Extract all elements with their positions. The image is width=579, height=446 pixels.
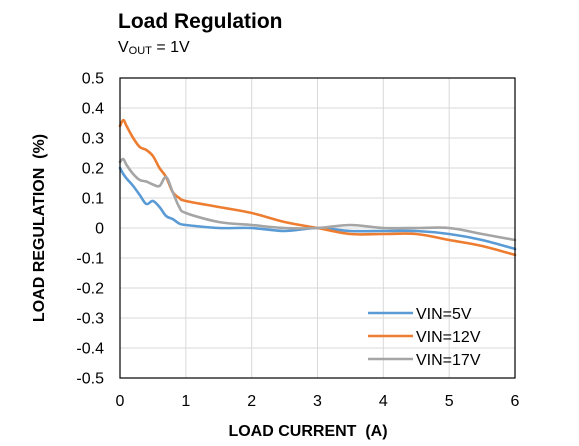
x-tick-label: 2 xyxy=(247,393,256,410)
subtitle-main: V xyxy=(118,39,129,56)
x-tick-label: 5 xyxy=(445,393,454,410)
legend-label-vin-12v: VIN=12V xyxy=(416,329,481,346)
legend: VIN=5V VIN=12V VIN=17V xyxy=(368,306,481,369)
x-tick-label: 3 xyxy=(313,393,322,410)
x-tick-label: 6 xyxy=(511,393,520,410)
y-tick-label: -0.2 xyxy=(76,281,104,298)
y-tick-label: 0.3 xyxy=(82,131,104,148)
y-tick-label: 0.4 xyxy=(82,101,104,118)
series-line-vin-12v xyxy=(118,118,517,257)
legend-label-vin-17v: VIN=17V xyxy=(416,352,481,369)
chart-title: Load Regulation xyxy=(118,10,283,33)
y-tick-labels: -0.5 -0.4 -0.3 -0.2 -0.1 0 0.1 0.2 0.3 0.4 0.5 xyxy=(76,71,104,388)
y-tick-label: -0.4 xyxy=(76,341,104,358)
legend-label-vin-5v: VIN=5V xyxy=(416,306,472,323)
y-tick-label: -0.5 xyxy=(76,371,104,388)
x-tick-label: 1 xyxy=(181,393,190,410)
y-tick-label: -0.3 xyxy=(76,311,104,328)
series-line-vin-17v xyxy=(118,157,517,242)
y-tick-label: 0.2 xyxy=(82,161,104,178)
chart-subtitle: VOUT = 1V xyxy=(118,39,190,57)
data-series xyxy=(118,118,517,257)
y-tick-label: 0.1 xyxy=(82,191,104,208)
subtitle-rest: = 1V xyxy=(152,39,190,56)
y-tick-label: 0.5 xyxy=(82,71,104,88)
x-axis-label: LOAD CURRENT (A) xyxy=(228,423,387,440)
y-axis-label: LOAD REGULATION (%) xyxy=(31,134,48,322)
subtitle-subscript: OUT xyxy=(129,45,153,57)
x-tick-label: 4 xyxy=(379,393,388,410)
x-tick-label: 0 xyxy=(116,393,125,410)
x-tick-labels: 0 1 2 3 4 5 6 xyxy=(116,393,520,410)
y-tick-label: -0.1 xyxy=(76,251,104,268)
series-line-vin-5v xyxy=(118,166,517,251)
plot-border xyxy=(119,77,516,379)
y-tick-label: 0 xyxy=(95,221,104,238)
